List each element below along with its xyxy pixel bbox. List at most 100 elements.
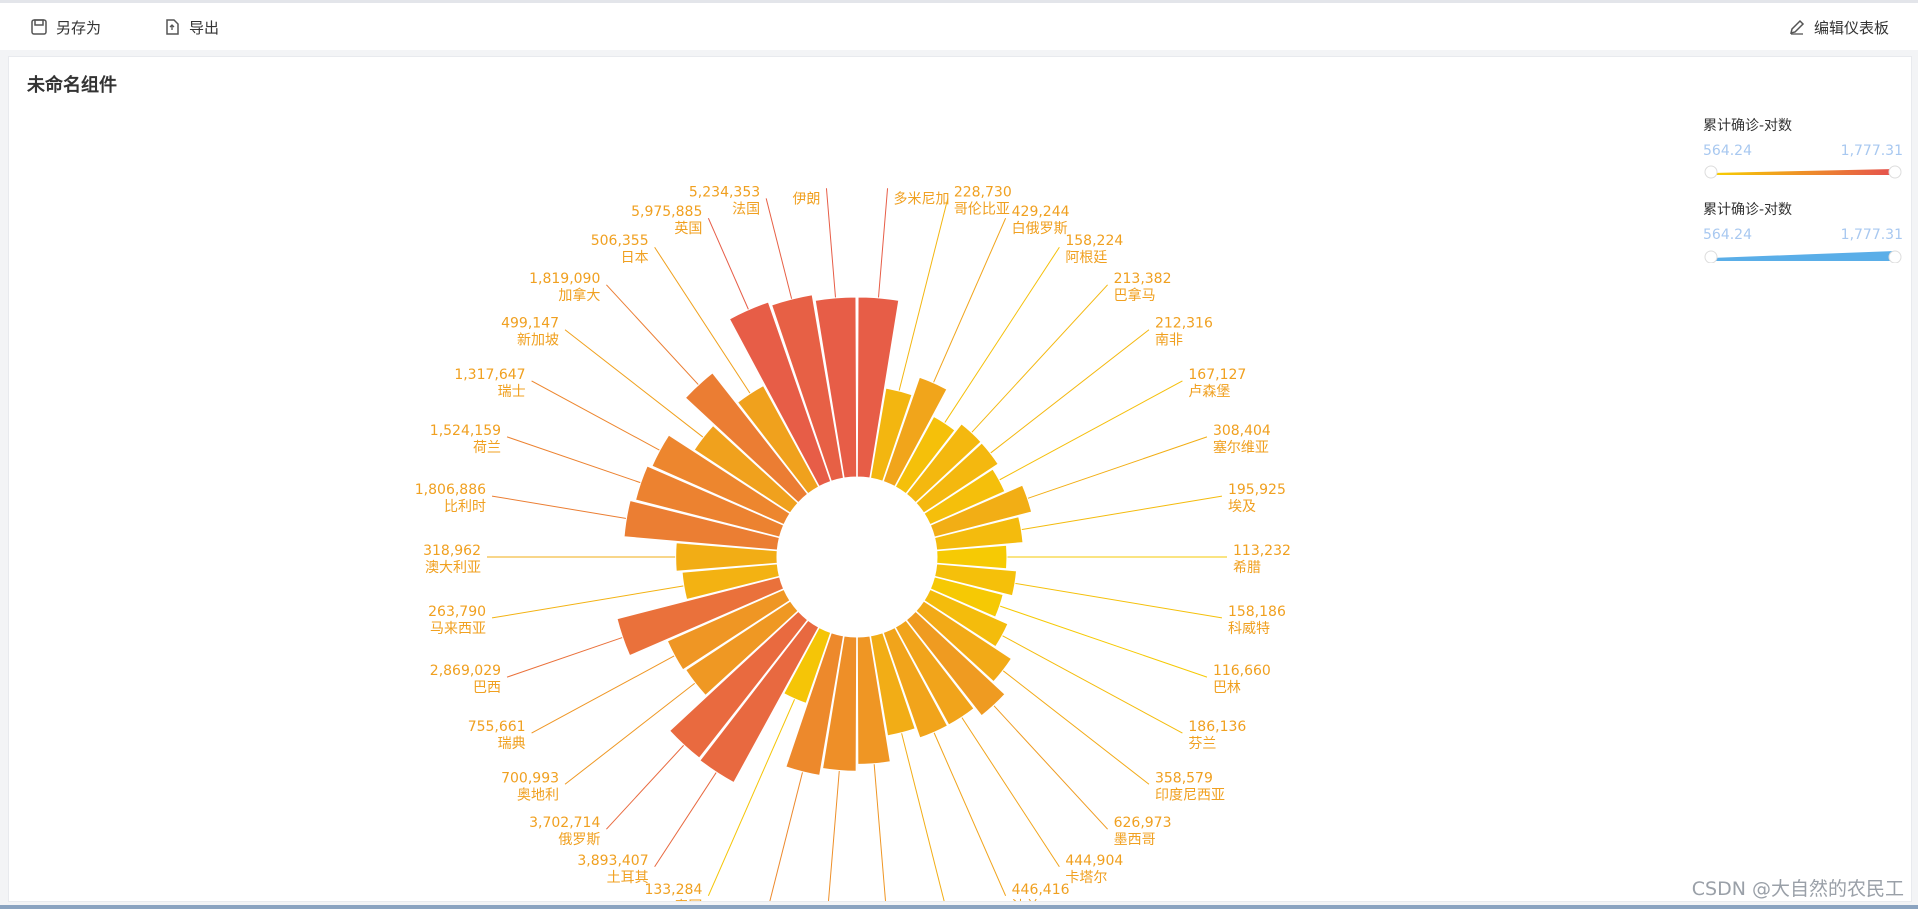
rose-slice[interactable] — [869, 632, 916, 737]
data-label-value: 186,136 — [1188, 719, 1246, 735]
legend-1-max-handle[interactable] — [1888, 165, 1902, 179]
legend-1-min: 564.24 — [1703, 143, 1752, 159]
rose-slice[interactable] — [915, 442, 999, 514]
data-label-name: 伊朗 — [792, 191, 820, 207]
rose-slice[interactable] — [934, 516, 1024, 551]
data-label-value: 2,869,029 — [430, 663, 501, 679]
data-label-value: 444,904 — [1065, 853, 1123, 869]
pencil-icon — [1789, 19, 1805, 35]
leader-line — [1014, 582, 1223, 619]
rose-slice[interactable] — [675, 542, 778, 572]
data-label-name: 白俄罗斯 — [1012, 221, 1068, 237]
data-label-value: 1,317,647 — [454, 367, 525, 383]
legend-1-min-handle[interactable] — [1704, 165, 1718, 179]
rose-slice[interactable] — [856, 635, 891, 765]
rose-slice[interactable] — [623, 499, 780, 551]
data-label-name: 印度尼西亚 — [1155, 787, 1225, 803]
rose-slice[interactable] — [929, 576, 1004, 618]
legend-2-slider[interactable] — [1703, 249, 1903, 264]
legend-2-max-handle[interactable] — [1888, 250, 1902, 264]
legend-1: 累计确诊-对数 564.24 1,777.31 — [1703, 115, 1903, 183]
rose-slice[interactable] — [905, 423, 982, 504]
edit-dashboard-button[interactable]: 编辑仪表板 — [1788, 15, 1889, 39]
rose-slice[interactable] — [856, 296, 900, 479]
data-label-name: 巴西 — [473, 680, 501, 696]
rose-slice[interactable] — [699, 619, 820, 784]
rose-slice[interactable] — [668, 610, 809, 759]
leader-line — [999, 380, 1183, 481]
data-label-value: 429,244 — [1012, 204, 1070, 220]
rose-slice[interactable] — [728, 301, 832, 488]
rose-slice[interactable] — [771, 294, 845, 482]
rose-slice[interactable] — [684, 372, 809, 504]
legend-2-min: 564.24 — [1703, 227, 1752, 243]
rose-slice[interactable] — [936, 544, 1008, 570]
data-label-name: 芬兰 — [1188, 736, 1216, 752]
leader-line — [564, 682, 696, 785]
data-label-name: 奥地利 — [517, 786, 559, 803]
rose-slice[interactable] — [905, 610, 1006, 717]
rose-slice[interactable] — [785, 632, 845, 777]
rose-slice[interactable] — [929, 484, 1033, 538]
rose-slice[interactable] — [882, 376, 948, 488]
rose-slice[interactable] — [915, 600, 1013, 683]
legend-2: 累计确诊-对数 564.24 1,777.31 — [1703, 199, 1903, 267]
data-label-name: 瑞士 — [498, 384, 526, 400]
data-label-value: 1,819,090 — [529, 271, 600, 287]
rose-slice[interactable] — [651, 434, 791, 526]
data-label-name: 比利时 — [444, 499, 486, 515]
rose-slice[interactable] — [923, 468, 1006, 526]
leader-line — [491, 495, 627, 520]
rose-slice[interactable] — [693, 424, 799, 514]
export-icon — [166, 19, 179, 35]
legend-2-min-handle[interactable] — [1704, 250, 1718, 264]
rose-slice[interactable] — [736, 384, 820, 495]
data-label-value: 755,661 — [468, 719, 526, 735]
data-label-name: 荷兰 — [473, 440, 501, 456]
data-label-name: 哥伦比亚 — [954, 201, 1010, 217]
save-icon — [31, 19, 47, 35]
data-label-value: 158,224 — [1065, 233, 1123, 249]
data-label-name: 马来西亚 — [430, 621, 486, 637]
data-label-name: 巴林 — [1213, 680, 1241, 696]
leader-line — [873, 763, 887, 901]
rose-slice[interactable] — [634, 465, 785, 538]
data-label-value: 308,404 — [1213, 423, 1271, 439]
data-label-value: 3,893,407 — [577, 853, 648, 869]
data-label-value: 499,147 — [501, 316, 559, 332]
data-label-value: 167,127 — [1188, 367, 1246, 383]
panel-title: 未命名组件 — [27, 75, 117, 96]
leader-line — [531, 655, 675, 734]
legend-1-title: 累计确诊-对数 — [1703, 118, 1793, 134]
rose-slice[interactable] — [616, 576, 785, 657]
rose-slice[interactable] — [869, 387, 913, 482]
leader-line — [999, 605, 1208, 678]
legend-1-slider[interactable] — [1703, 165, 1903, 179]
leader-line — [1021, 495, 1223, 531]
rose-slice[interactable] — [783, 626, 832, 704]
data-label-name: 埃及 — [1228, 499, 1256, 515]
data-label-value: 116,660 — [1213, 663, 1271, 679]
rose-slice[interactable] — [814, 296, 858, 479]
data-label-name: 加拿大 — [558, 287, 600, 304]
rose-slice[interactable] — [923, 588, 1009, 648]
data-label-name: 卢森堡 — [1188, 384, 1230, 400]
rose-slice[interactable] — [882, 626, 949, 739]
rose-slice[interactable] — [894, 619, 975, 726]
data-label-name: 澳大利亚 — [425, 560, 481, 576]
watermark: CSDN @大自然的农民工 — [1691, 878, 1904, 900]
data-label-value: 1,806,886 — [415, 482, 486, 498]
rose-slice[interactable] — [666, 588, 791, 671]
leader-line — [707, 217, 750, 310]
rose-slice[interactable] — [681, 563, 780, 601]
leader-line — [1027, 436, 1208, 499]
rose-slice[interactable] — [822, 635, 858, 772]
rose-slice[interactable] — [685, 600, 799, 697]
save-as-button[interactable]: 另存为 — [30, 15, 101, 39]
rose-slice[interactable] — [934, 563, 1018, 597]
leader-line — [944, 246, 1060, 424]
export-button[interactable]: 导出 — [163, 15, 219, 39]
rose-slice[interactable] — [894, 415, 956, 495]
data-label-value: 626,973 — [1114, 815, 1172, 831]
